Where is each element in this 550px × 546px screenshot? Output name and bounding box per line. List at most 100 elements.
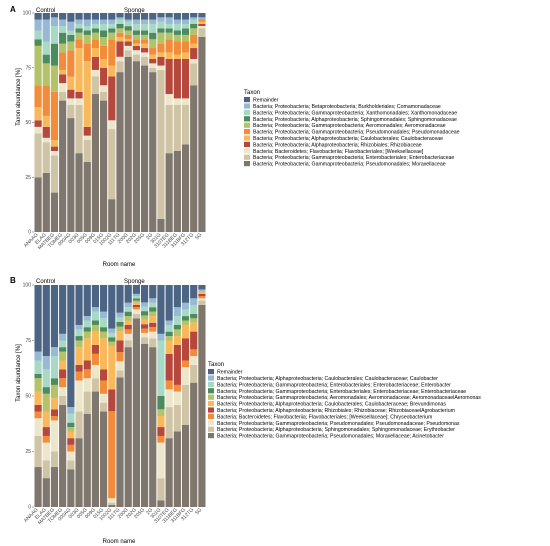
bar-segment [108, 13, 116, 20]
bar-segment [124, 34, 132, 40]
bar-segment [190, 43, 198, 49]
legend-swatch [208, 413, 214, 419]
bar-segment [190, 28, 198, 35]
bar-segment [157, 69, 165, 219]
bar-segment [157, 333, 165, 341]
bar-segment [149, 347, 157, 507]
bar-segment [157, 56, 165, 66]
bar-segment [181, 58, 190, 99]
bar-segment [59, 69, 67, 75]
bar-segment [59, 43, 67, 53]
bar-segment [165, 353, 173, 381]
bar-segment [91, 391, 100, 507]
bar-segment [157, 396, 165, 410]
bar-segment [34, 13, 42, 20]
bar-segment [116, 312, 124, 318]
bar-segment [198, 23, 206, 27]
bar-segment [124, 41, 132, 46]
bar-segment [75, 336, 83, 341]
bar-segment [91, 285, 100, 308]
bar-segment [42, 393, 50, 412]
bar-segment [75, 347, 83, 365]
bar-segment [34, 107, 42, 121]
legend-entry: Bacteria; Proteobacteria; Alphaproteobac… [253, 142, 422, 148]
panel-b-x-axis-title: Room name [103, 539, 136, 545]
bar-segment [149, 338, 157, 348]
bar-segment [140, 23, 149, 31]
bar-segment [124, 56, 132, 232]
bar-segment [108, 76, 116, 121]
bar-segment [116, 285, 124, 313]
bar-segment [34, 177, 42, 232]
bar-segment [91, 324, 100, 332]
bar-segment [75, 23, 83, 29]
bar-segment [190, 19, 198, 24]
bar-segment [198, 304, 206, 507]
bar-segment [198, 17, 206, 20]
bar-segment [124, 21, 132, 27]
bar-segment [91, 311, 100, 321]
bar-segment [165, 331, 173, 337]
bar-segment [124, 333, 132, 341]
bar-segment [149, 54, 157, 59]
bar-segment [190, 331, 198, 350]
bar-segment [67, 118, 75, 232]
bar-segment [83, 316, 91, 321]
y-tick-label: 25 [25, 175, 31, 181]
bar-segment [157, 285, 165, 334]
bar-segment [83, 360, 91, 370]
bar-segment [124, 26, 132, 31]
bar-segment [132, 45, 140, 51]
bar-segment [34, 411, 42, 419]
legend-entry: Bacteria; Bacteroidetes; Flavobacteriia;… [217, 414, 432, 420]
bar-segment [173, 19, 181, 24]
bar-segment [75, 153, 83, 232]
panel-a-x-axis-title: Room name [103, 262, 136, 268]
bar-segment [42, 85, 50, 116]
bar-segment [173, 104, 181, 151]
bar-segment [132, 54, 140, 62]
bar-segment [100, 402, 108, 412]
bar-segment [91, 39, 100, 49]
y-tick-label: 100 [23, 11, 32, 17]
bar-segment [50, 285, 59, 348]
bar-segment [124, 340, 132, 348]
bar-segment [173, 285, 181, 308]
bar-segment [34, 39, 42, 46]
bar-segment [132, 50, 140, 55]
bar-segment [83, 320, 91, 328]
bar-segment [34, 45, 42, 86]
legend-swatch [244, 122, 250, 128]
bar-segment [108, 28, 116, 33]
bar-segment [100, 285, 108, 312]
x-tick-label: 5G [194, 232, 203, 241]
bar-segment [34, 373, 42, 379]
bar-segment [83, 378, 91, 392]
y-tick-label: 75 [25, 338, 31, 344]
bar-segment [42, 435, 50, 443]
bar-segment [132, 309, 140, 314]
bar-segment [100, 23, 108, 31]
bar-segment [173, 344, 181, 385]
bar-segment [181, 285, 190, 303]
bar-segment [83, 413, 91, 507]
bar-segment [173, 384, 181, 392]
bar-segment [59, 285, 67, 334]
bar-segment [34, 378, 42, 392]
bar-segment [67, 21, 75, 31]
bar-segment [190, 34, 198, 44]
bar-segment [149, 58, 157, 64]
bar-segment [173, 404, 181, 432]
bar-segment [124, 324, 132, 330]
bar-segment [50, 409, 59, 416]
bar-segment [34, 133, 42, 178]
legend-entry: Bacteria; Proteobacteria; Alphaproteobac… [217, 427, 455, 433]
bar-segment [157, 427, 165, 436]
bar-segment [50, 155, 59, 193]
bar-segment [59, 74, 67, 84]
bar-segment [50, 451, 59, 468]
x-tick-label: 2G [145, 507, 154, 516]
y-tick-label: 75 [25, 65, 31, 71]
bar-segment [124, 285, 132, 303]
bar-segment [67, 13, 75, 22]
